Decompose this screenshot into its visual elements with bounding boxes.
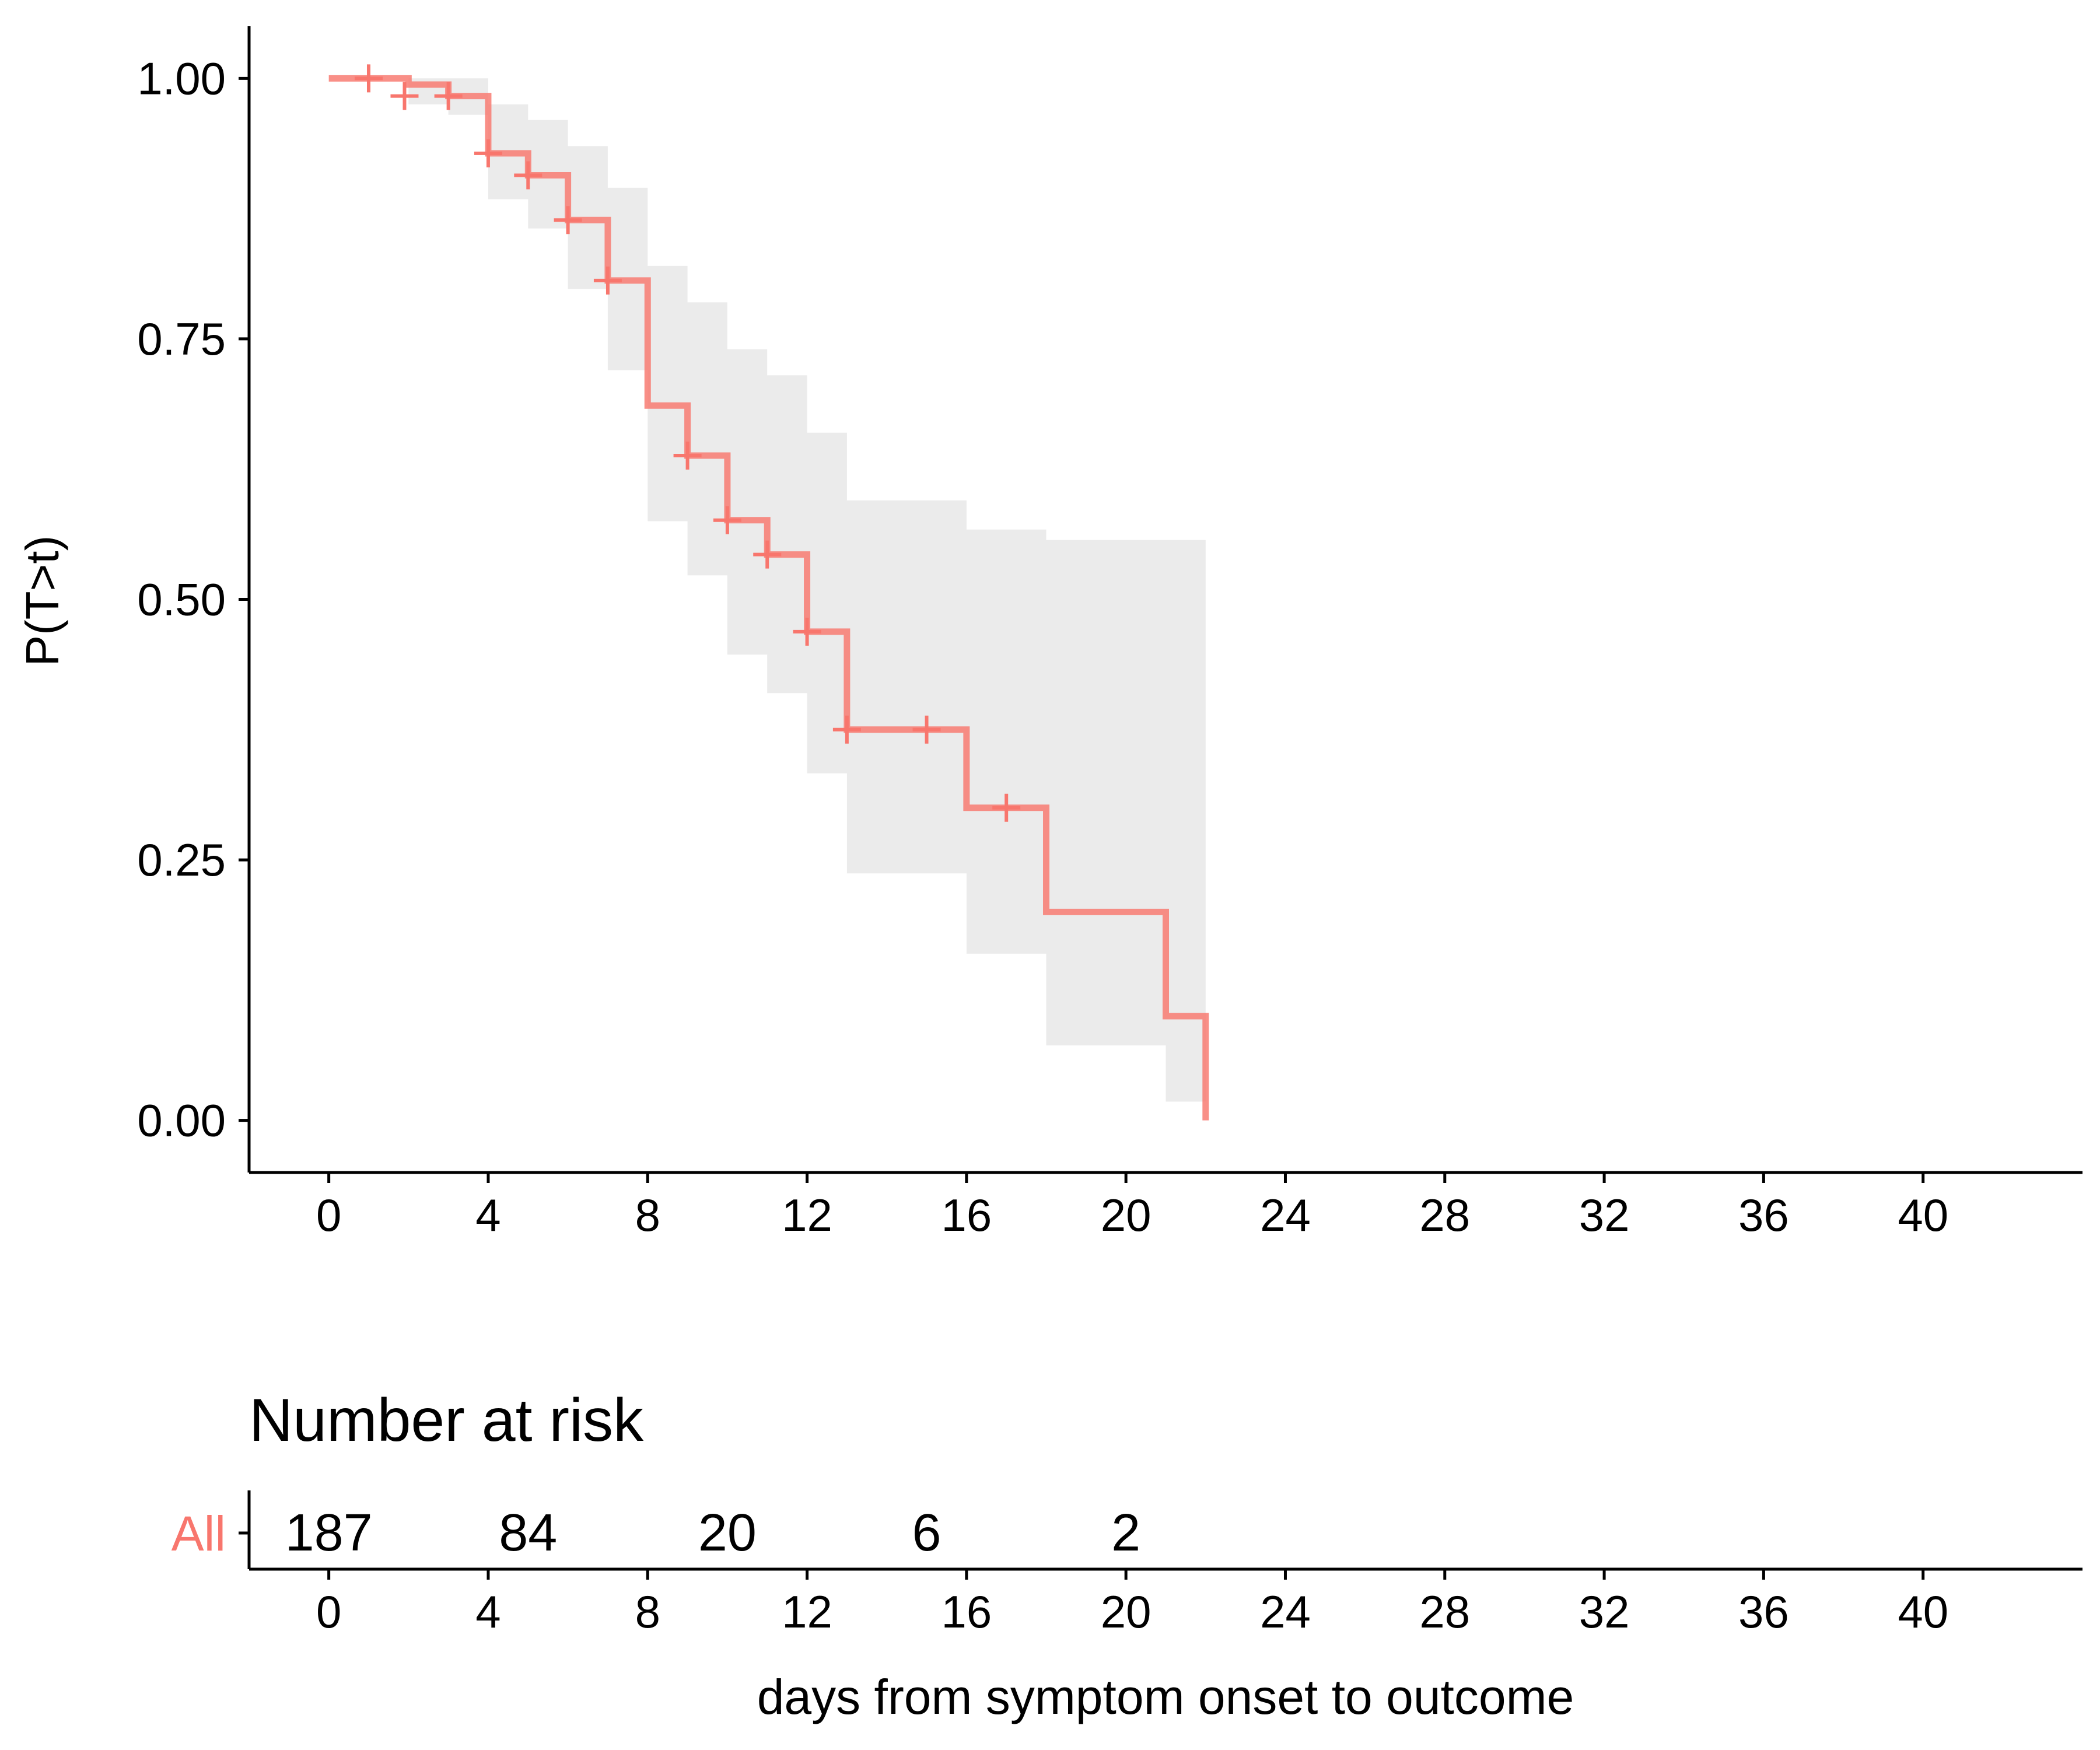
censor-mark (832, 715, 861, 744)
y-tick-label: 0.50 (137, 574, 226, 625)
risk-row-label: All (172, 1506, 226, 1561)
censor-mark (912, 715, 941, 744)
censor-mark (992, 793, 1021, 822)
x-tick-label: 0 (316, 1189, 341, 1241)
censor-mark (354, 64, 383, 93)
risk-x-tick-label: 36 (1738, 1586, 1789, 1637)
risk-table-rows: All 187 84 20 6 2 (172, 1504, 1141, 1562)
x-axis-label: days from symptom onset to outcome (757, 1670, 1574, 1724)
x-tick-label: 20 (1101, 1189, 1152, 1241)
risk-x-tick-label: 4 (475, 1586, 501, 1637)
risk-x-tick-label: 12 (782, 1586, 832, 1637)
risk-x-tick-label: 32 (1579, 1586, 1630, 1637)
x-tick-label: 24 (1260, 1189, 1311, 1241)
censor-mark (390, 82, 419, 110)
risk-count: 84 (499, 1504, 557, 1562)
x-tick-label: 4 (475, 1189, 501, 1241)
x-tick-label: 32 (1579, 1189, 1630, 1241)
survival-curve-panel: 0.000.250.500.751.000 4 8 12 16 20 24 28 32 36 40 … (16, 26, 2082, 1241)
x-tick-label: 8 (635, 1189, 660, 1241)
censor-marks-layer (354, 64, 1021, 822)
y-tick-label: 0.75 (137, 313, 226, 365)
x-tick-label: 16 (941, 1189, 992, 1241)
risk-x-tick-label: 0 (316, 1586, 341, 1637)
x-tick-label: 28 (1419, 1189, 1470, 1241)
censor-mark (673, 441, 702, 470)
risk-x-tick-label: 28 (1419, 1586, 1470, 1637)
risk-x-tick-label: 20 (1101, 1586, 1152, 1637)
confidence-band (328, 78, 1206, 1102)
risk-count: 187 (285, 1504, 373, 1562)
risk-table-title: Number at risk (249, 1387, 644, 1454)
confidence-band-layer (328, 78, 1206, 1102)
y-tick-label: 0.25 (137, 834, 226, 886)
survival-axes: 0.00 0.25 0.50 0.75 1.00 0 4 8 12 16 20 24 28 32 36 40 (137, 26, 2082, 1241)
y-tick-label: 1.00 (137, 52, 226, 104)
censor-mark (434, 82, 463, 110)
censor-mark (514, 161, 542, 190)
censor-mark (793, 617, 821, 646)
censor-mark (713, 506, 741, 534)
number-at-risk-panel: Number at risk 0 4 8 12 16 20 24 28 32 36 40 All 18… (172, 1387, 2082, 1724)
risk-count: 2 (1111, 1504, 1140, 1562)
risk-x-tick-label: 24 (1260, 1586, 1311, 1637)
censor-mark (474, 139, 502, 167)
censor-mark (554, 206, 582, 235)
censor-mark (753, 540, 782, 569)
x-tick-label: 12 (782, 1189, 832, 1241)
risk-count: 20 (698, 1504, 757, 1562)
risk-x-tick-label: 40 (1898, 1586, 1948, 1637)
y-axis-label: P(T>t) (16, 536, 68, 666)
y-tick-label: 0.00 (137, 1095, 226, 1146)
risk-table-axes: 0 4 8 12 16 20 24 28 32 36 40 (247, 1490, 2082, 1637)
censor-mark (593, 266, 622, 295)
risk-x-tick-label: 8 (635, 1586, 660, 1637)
x-tick-label: 40 (1898, 1189, 1948, 1241)
risk-count: 6 (912, 1504, 942, 1562)
risk-x-tick-label: 16 (941, 1586, 992, 1637)
x-tick-label: 36 (1738, 1189, 1789, 1241)
